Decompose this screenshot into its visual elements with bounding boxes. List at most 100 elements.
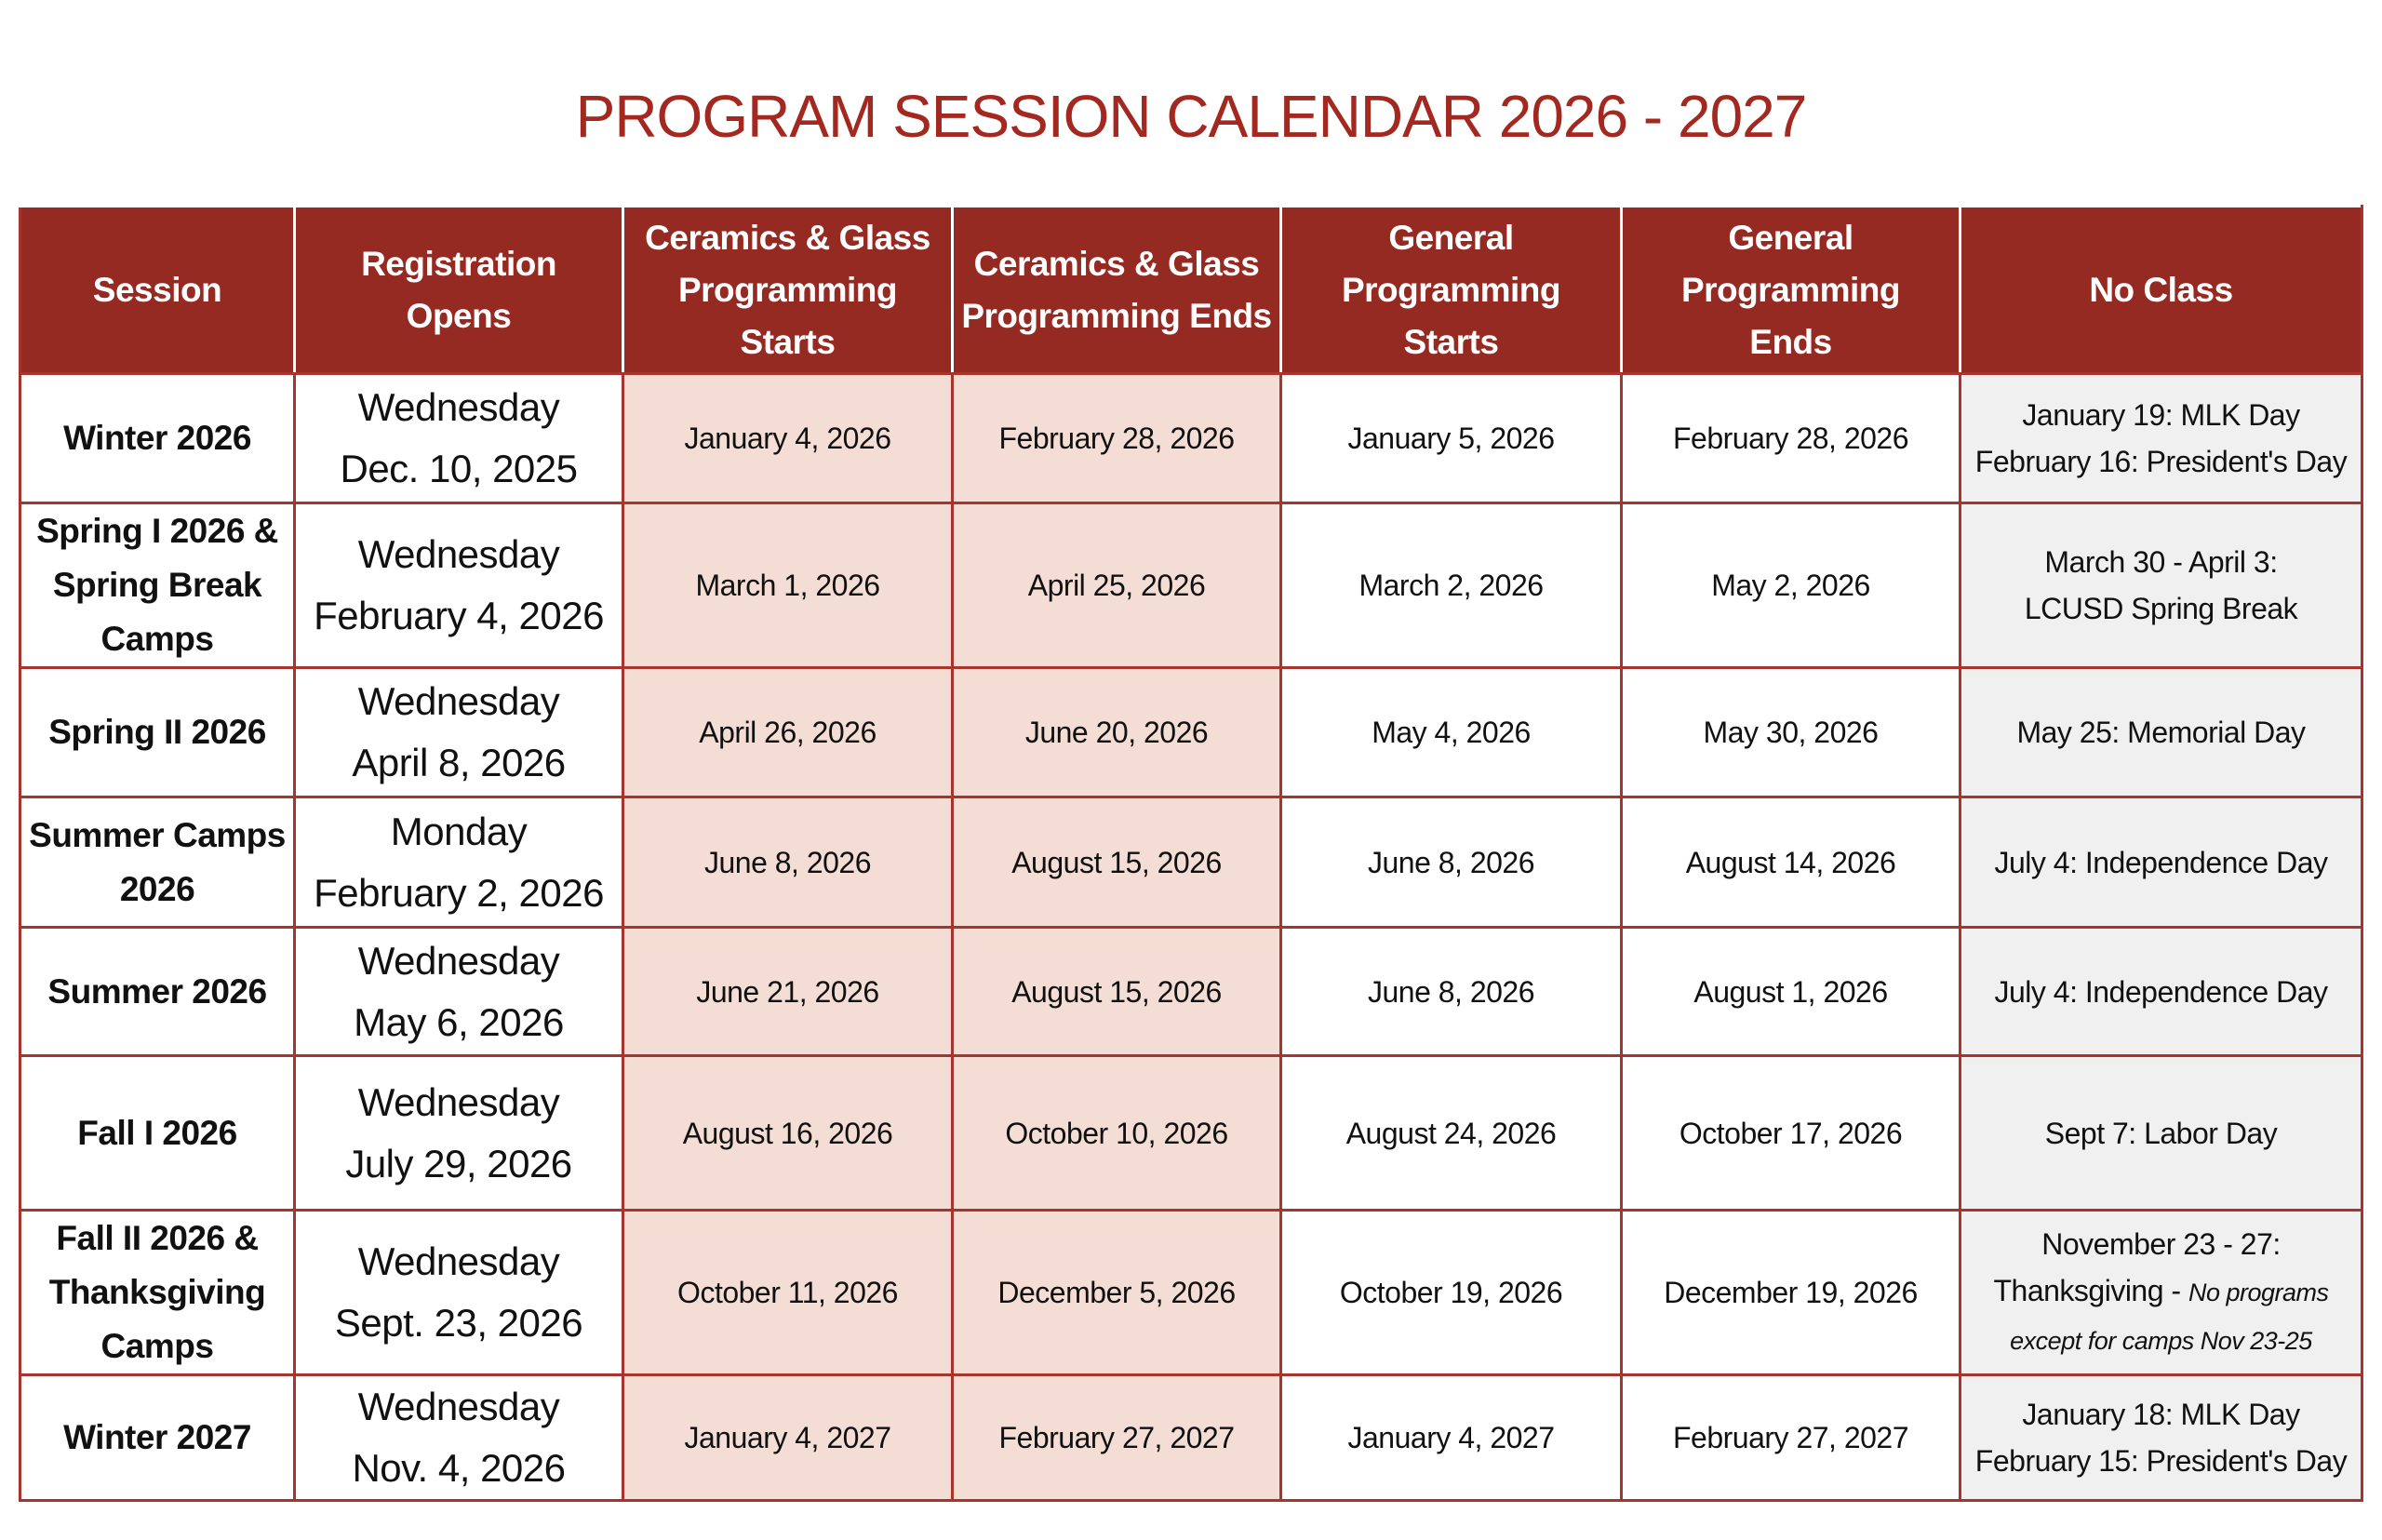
- ceramics-start-cell: March 1, 2026: [622, 502, 954, 669]
- registration-date: April 8, 2026: [352, 741, 566, 784]
- registration-date: February 2, 2026: [314, 870, 604, 915]
- ceramics-start-cell: August 16, 2026: [622, 1054, 954, 1212]
- cell-text: August 1, 2026: [1693, 974, 1888, 1009]
- general-start-cell: June 8, 2026: [1279, 796, 1623, 929]
- cell-text: Spring I 2026 & Spring Break Camps: [36, 512, 278, 658]
- cell-text: October 11, 2026: [677, 1276, 898, 1309]
- general-end-cell: February 28, 2026: [1620, 372, 1961, 504]
- registration-opens-cell: Wednesday Dec. 10, 2025: [293, 372, 624, 504]
- cell-text: April 26, 2026: [699, 716, 877, 749]
- no-class-line: February 15: President's Day: [1974, 1444, 2348, 1478]
- cell-text: Spring II 2026: [48, 713, 266, 751]
- registration-day: Wednesday: [357, 1385, 560, 1428]
- ceramics-start-cell: April 26, 2026: [622, 666, 954, 798]
- general-start-cell: October 19, 2026: [1279, 1209, 1623, 1376]
- cell-text: May 4, 2026: [1372, 716, 1531, 749]
- cell-text: February 27, 2027: [1673, 1421, 1909, 1454]
- general-start-cell: January 5, 2026: [1279, 372, 1623, 504]
- cell-text: January 4, 2027: [684, 1421, 892, 1454]
- registration-date: February 4, 2026: [314, 594, 604, 637]
- cell-text: August 14, 2026: [1685, 845, 1896, 879]
- cell-text: May 30, 2026: [1703, 716, 1879, 749]
- session-cell: Fall I 2026: [19, 1054, 296, 1212]
- registration-opens-cell: Wednesday Sept. 23, 2026: [293, 1209, 624, 1376]
- cell-text: October 19, 2026: [1339, 1276, 1563, 1309]
- header-ceramics-ends: Ceramics & Glass Programming Ends: [951, 205, 1282, 375]
- no-class-cell: July 4: Independence Day: [1959, 796, 2363, 929]
- general-start-cell: March 2, 2026: [1279, 502, 1623, 669]
- no-class-cell: January 19: MLK Day February 16: Presiden…: [1959, 372, 2363, 504]
- header-session: Session: [19, 205, 296, 375]
- no-class-cell: March 30 - April 3: LCUSD Spring Break: [1959, 502, 2363, 669]
- no-class-line: January 18: MLK Day: [2022, 1398, 2300, 1431]
- no-class-line: May 25: Memorial Day: [2016, 716, 2306, 749]
- no-class-line: March 30 - April 3:: [2044, 545, 2278, 579]
- cell-text: October 17, 2026: [1679, 1116, 1903, 1150]
- cell-text: August 15, 2026: [1011, 845, 1222, 879]
- ceramics-end-cell: December 5, 2026: [951, 1209, 1282, 1376]
- registration-day: Wednesday: [357, 1239, 560, 1283]
- table-row: Winter 2027 Wednesday Nov. 4, 2026 January …: [19, 1373, 2363, 1502]
- session-cell: Fall II 2026 & Thanksgiving Camps: [19, 1209, 296, 1376]
- cell-text: March 1, 2026: [695, 569, 880, 602]
- registration-opens-cell: Monday February 2, 2026: [293, 796, 624, 929]
- registration-date: Sept. 23, 2026: [334, 1301, 583, 1345]
- no-class-line: February 16: President's Day: [1974, 445, 2348, 478]
- ceramics-start-cell: October 11, 2026: [622, 1209, 954, 1376]
- session-calendar-table: Session Registration Opens Ceramics & Gl…: [19, 205, 2363, 1502]
- header-row: Session Registration Opens Ceramics & Gl…: [19, 205, 2363, 375]
- ceramics-start-cell: June 21, 2026: [622, 926, 954, 1057]
- cell-text: August 16, 2026: [682, 1116, 893, 1150]
- no-class-line: January 19: MLK Day: [2022, 398, 2300, 432]
- general-end-cell: May 30, 2026: [1620, 666, 1961, 798]
- cell-text: June 21, 2026: [696, 974, 879, 1009]
- cell-text: January 4, 2027: [1347, 1421, 1556, 1454]
- ceramics-end-cell: February 28, 2026: [951, 372, 1282, 504]
- no-class-cell: Sept 7: Labor Day: [1959, 1054, 2363, 1212]
- registration-day: Wednesday: [357, 938, 560, 983]
- registration-day: Wednesday: [357, 532, 560, 576]
- table-row: Fall II 2026 & Thanksgiving Camps Wednesd…: [19, 1209, 2363, 1376]
- session-cell: Summer Camps 2026: [19, 796, 296, 929]
- ceramics-end-cell: October 10, 2026: [951, 1054, 1282, 1212]
- no-class-line: November 23 - 27:: [2041, 1227, 2281, 1261]
- ceramics-end-cell: February 27, 2027: [951, 1373, 1282, 1502]
- general-end-cell: December 19, 2026: [1620, 1209, 1961, 1376]
- ceramics-end-cell: August 15, 2026: [951, 796, 1282, 929]
- ceramics-end-cell: April 25, 2026: [951, 502, 1282, 669]
- general-end-cell: August 14, 2026: [1620, 796, 1961, 929]
- cell-text: January 4, 2026: [684, 422, 892, 455]
- registration-date: Nov. 4, 2026: [352, 1446, 566, 1490]
- general-end-cell: February 27, 2027: [1620, 1373, 1961, 1502]
- registration-date: July 29, 2026: [345, 1141, 572, 1185]
- general-start-cell: May 4, 2026: [1279, 666, 1623, 798]
- header-ceramics-starts: Ceramics & Glass Programming Starts: [622, 205, 954, 375]
- cell-text: February 28, 2026: [1673, 422, 1909, 455]
- registration-opens-cell: Wednesday April 8, 2026: [293, 666, 624, 798]
- no-class-cell: November 23 - 27: Thanksgiving - No progr…: [1959, 1209, 2363, 1376]
- table-row: Summer 2026 Wednesday May 6, 2026 June 21, …: [19, 926, 2363, 1057]
- general-end-cell: May 2, 2026: [1620, 502, 1961, 669]
- cell-text: June 8, 2026: [1367, 845, 1535, 879]
- ceramics-start-cell: June 8, 2026: [622, 796, 954, 929]
- cell-text: February 27, 2027: [998, 1421, 1236, 1454]
- header-no-class: No Class: [1959, 205, 2363, 375]
- registration-day: Monday: [390, 809, 528, 853]
- general-start-cell: August 24, 2026: [1279, 1054, 1623, 1212]
- registration-opens-cell: Wednesday May 6, 2026: [293, 926, 624, 1057]
- registration-opens-cell: Wednesday July 29, 2026: [293, 1054, 624, 1212]
- page-title: PROGRAM SESSION CALENDAR 2026 - 2027: [575, 83, 1808, 150]
- cell-text: April 25, 2026: [1027, 569, 1206, 602]
- ceramics-end-cell: August 15, 2026: [951, 926, 1282, 1057]
- header-general-ends: General Programming Ends: [1620, 205, 1961, 375]
- ceramics-start-cell: January 4, 2027: [622, 1373, 954, 1502]
- no-class-line: LCUSD Spring Break: [2024, 592, 2298, 625]
- session-cell: Winter 2026: [19, 372, 296, 504]
- general-end-cell: October 17, 2026: [1620, 1054, 1961, 1212]
- header-general-starts: General Programming Starts: [1279, 205, 1623, 375]
- cell-text: Fall I 2026: [77, 1113, 237, 1152]
- no-class-cell: May 25: Memorial Day: [1959, 666, 2363, 798]
- cell-text: January 5, 2026: [1347, 422, 1556, 455]
- table-row: Spring I 2026 & Spring Break Camps Wednes…: [19, 502, 2363, 669]
- cell-text: Fall II 2026 & Thanksgiving Camps: [48, 1219, 266, 1365]
